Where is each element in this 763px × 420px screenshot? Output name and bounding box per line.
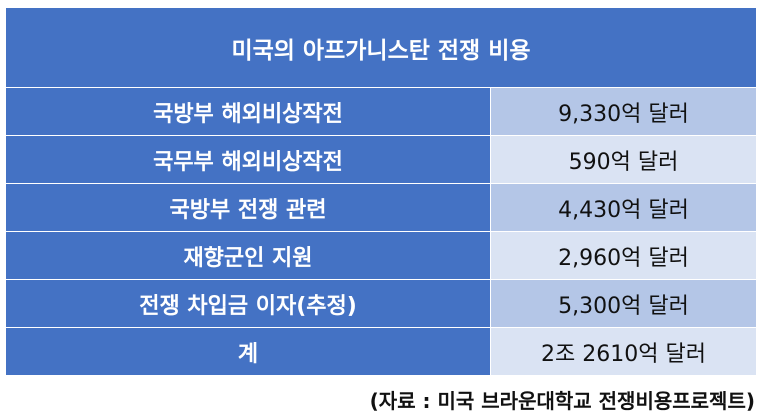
row-value: 4,430억 달러 xyxy=(490,183,757,232)
row-value: 5,300억 달러 xyxy=(490,279,757,328)
table-title: 미국의 아프가니스탄 전쟁 비용 xyxy=(5,7,757,88)
row-label: 국방부 해외비상작전 xyxy=(5,87,491,136)
table-row: 재향군인 지원 2,960억 달러 xyxy=(5,231,757,280)
row-label: 국방부 전쟁 관련 xyxy=(5,183,491,232)
war-cost-table: 미국의 아프가니스탄 전쟁 비용 국방부 해외비상작전 9,330억 달러 국무부… xyxy=(5,7,757,376)
total-label: 계 xyxy=(5,327,491,376)
table-row: 국방부 해외비상작전 9,330억 달러 xyxy=(5,87,757,136)
total-row: 계 2조 2610억 달러 xyxy=(5,327,757,376)
row-value: 2,960억 달러 xyxy=(490,231,757,280)
row-label: 전쟁 차입금 이자(추정) xyxy=(5,279,491,328)
row-value: 9,330억 달러 xyxy=(490,87,757,136)
row-value: 590억 달러 xyxy=(490,135,757,184)
table-row: 전쟁 차입금 이자(추정) 5,300억 달러 xyxy=(5,279,757,328)
table-row: 국무부 해외비상작전 590억 달러 xyxy=(5,135,757,184)
row-label: 국무부 해외비상작전 xyxy=(5,135,491,184)
total-value: 2조 2610억 달러 xyxy=(490,327,757,376)
row-label: 재향군인 지원 xyxy=(5,231,491,280)
source-note: (자료 : 미국 브라운대학교 전쟁비용프로젝트) xyxy=(369,389,755,413)
table-row: 국방부 전쟁 관련 4,430억 달러 xyxy=(5,183,757,232)
